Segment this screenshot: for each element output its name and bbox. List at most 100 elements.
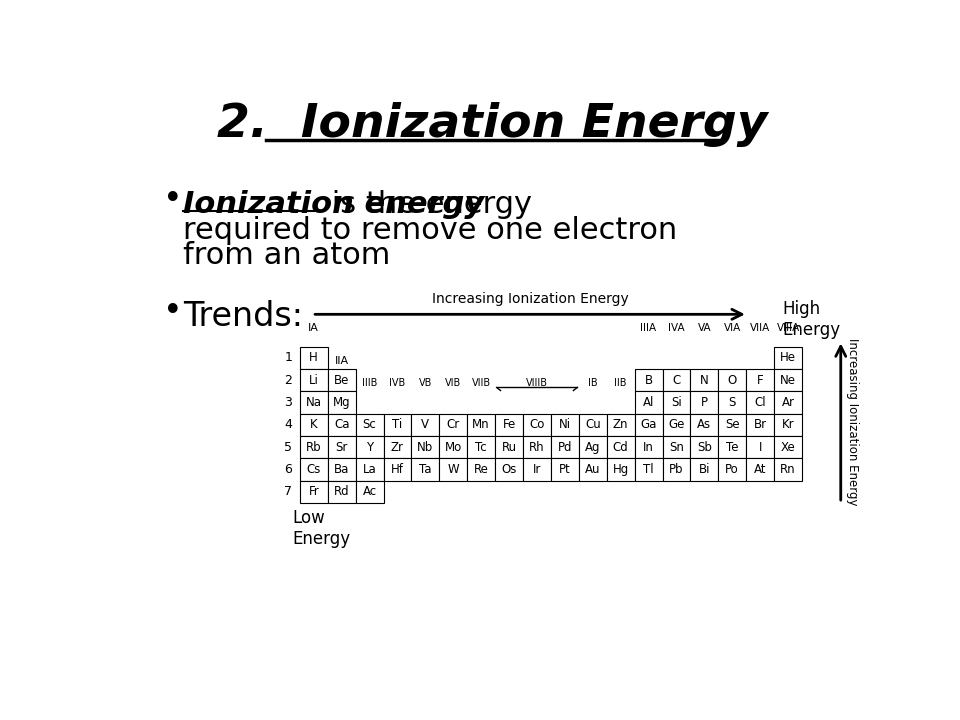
Text: 7: 7 — [284, 485, 292, 498]
Text: C: C — [672, 374, 681, 387]
Text: Pb: Pb — [669, 463, 684, 476]
Text: 2.  Ionization Energy: 2. Ionization Energy — [217, 102, 767, 148]
Text: I: I — [758, 441, 762, 454]
Bar — [440, 436, 468, 459]
Bar — [327, 414, 355, 436]
Text: •: • — [162, 183, 182, 216]
Text: La: La — [363, 463, 376, 476]
Text: B: B — [644, 374, 653, 387]
Text: Mn: Mn — [472, 418, 490, 431]
Bar — [300, 346, 327, 369]
Text: Increasing Ionization Energy: Increasing Ionization Energy — [846, 338, 859, 505]
Bar — [327, 459, 355, 481]
Text: Li: Li — [309, 374, 319, 387]
Bar — [746, 391, 774, 414]
Bar — [774, 459, 802, 481]
Text: required to remove one electron: required to remove one electron — [182, 216, 677, 245]
Text: 2: 2 — [284, 374, 292, 387]
Bar — [746, 369, 774, 391]
Bar — [635, 391, 662, 414]
Text: Ta: Ta — [420, 463, 432, 476]
Text: 6: 6 — [284, 463, 292, 476]
Text: Pt: Pt — [559, 463, 571, 476]
Bar — [412, 436, 440, 459]
Bar — [662, 436, 690, 459]
Bar — [327, 369, 355, 391]
Text: Sb: Sb — [697, 441, 711, 454]
Text: Na: Na — [305, 396, 322, 409]
Text: Zr: Zr — [391, 441, 404, 454]
Bar — [327, 391, 355, 414]
Bar — [662, 369, 690, 391]
Bar — [774, 391, 802, 414]
Bar — [327, 481, 355, 503]
Text: F: F — [756, 374, 763, 387]
Text: Rb: Rb — [306, 441, 322, 454]
Text: VIIA: VIIA — [750, 323, 770, 333]
Bar — [746, 459, 774, 481]
Bar — [579, 459, 607, 481]
Bar — [607, 459, 635, 481]
Text: Ionization energy: Ionization energy — [182, 190, 484, 220]
Bar — [300, 481, 327, 503]
Bar — [300, 414, 327, 436]
Text: Y: Y — [366, 441, 373, 454]
Bar — [662, 459, 690, 481]
Text: Rn: Rn — [780, 463, 796, 476]
Bar — [468, 436, 495, 459]
Text: Re: Re — [473, 463, 489, 476]
Bar — [690, 414, 718, 436]
Bar — [523, 459, 551, 481]
Bar — [718, 436, 746, 459]
Text: S: S — [729, 396, 736, 409]
Text: 1: 1 — [284, 351, 292, 364]
Text: Ti: Ti — [393, 418, 402, 431]
Bar — [523, 436, 551, 459]
Text: Cl: Cl — [755, 396, 766, 409]
Text: In: In — [643, 441, 654, 454]
Text: Ir: Ir — [533, 463, 541, 476]
Bar — [690, 391, 718, 414]
Bar — [635, 459, 662, 481]
Bar — [523, 414, 551, 436]
Text: IIB: IIB — [614, 378, 627, 388]
Bar — [355, 481, 383, 503]
Bar — [635, 414, 662, 436]
Bar — [690, 369, 718, 391]
Bar — [774, 414, 802, 436]
Text: Au: Au — [585, 463, 601, 476]
Bar — [718, 391, 746, 414]
Text: VB: VB — [419, 378, 432, 388]
Text: IIIA: IIIA — [640, 323, 657, 333]
Text: IVA: IVA — [668, 323, 684, 333]
Text: Co: Co — [529, 418, 544, 431]
Bar — [774, 436, 802, 459]
Bar — [718, 459, 746, 481]
Bar — [551, 436, 579, 459]
Text: Hg: Hg — [612, 463, 629, 476]
Text: Al: Al — [643, 396, 654, 409]
Text: Mg: Mg — [333, 396, 350, 409]
Text: VIIIA: VIIIA — [777, 323, 800, 333]
Text: Increasing Ionization Energy: Increasing Ionization Energy — [432, 292, 629, 306]
Text: N: N — [700, 374, 708, 387]
Text: VIIB: VIIB — [471, 378, 491, 388]
Text: Hf: Hf — [391, 463, 404, 476]
Bar — [774, 346, 802, 369]
Text: Sr: Sr — [335, 441, 348, 454]
Bar — [468, 414, 495, 436]
Text: Ru: Ru — [501, 441, 516, 454]
Text: Tl: Tl — [643, 463, 654, 476]
Bar — [579, 414, 607, 436]
Text: IB: IB — [588, 378, 597, 388]
Text: Cr: Cr — [446, 418, 460, 431]
Text: O: O — [728, 374, 737, 387]
Bar — [495, 436, 523, 459]
Text: Ag: Ag — [585, 441, 601, 454]
Bar — [774, 369, 802, 391]
Bar — [412, 459, 440, 481]
Text: Rd: Rd — [334, 485, 349, 498]
Bar — [607, 414, 635, 436]
Text: Fr: Fr — [308, 485, 319, 498]
Text: is the energy: is the energy — [323, 190, 532, 220]
